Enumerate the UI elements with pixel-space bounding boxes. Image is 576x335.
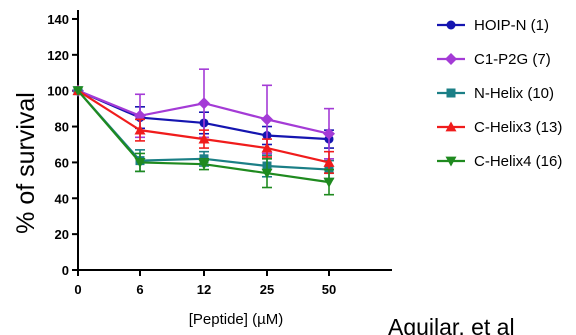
y-ticks: 0 20 40 60 80 100 120 140 [47,12,78,278]
legend-item: C1-P2G (7) [437,51,551,68]
x-tick-label: 0 [74,282,81,297]
legend-label: C-Helix3 (13) [474,119,562,136]
axes [77,10,392,271]
data-point [323,177,335,188]
data-point [72,86,84,97]
y-tick-label: 60 [55,155,69,170]
data-point [198,133,210,144]
legend-marker [445,156,457,167]
y-axis-label: % of survival [12,92,40,234]
legend-label: N-Helix (10) [474,85,554,102]
y-tick-label: 20 [55,227,69,242]
data-point [261,142,273,153]
legend-item: HOIP-N (1) [437,17,549,34]
y-tick-label: 0 [62,263,69,278]
x-axis-label: [Peptide] (µM) [189,311,284,328]
y-tick-label: 80 [55,120,69,135]
legend-marker [446,88,456,98]
legend-label: C1-P2G (7) [474,51,551,68]
data-point [134,158,146,168]
data-point [323,156,335,167]
data-point [323,127,335,140]
legend-label: C-Helix4 (16) [474,153,562,170]
y-tick-label: 100 [47,84,69,99]
data-point [261,113,273,126]
y-tick-label: 140 [47,12,69,27]
legend: HOIP-N (1) C1-P2G (7) N-Helix (10) C-Helix3… [437,17,562,170]
x-tick-label: 25 [260,282,274,297]
x-tick-label: 12 [197,282,211,297]
y-tick-label: 40 [55,191,69,206]
legend-item: N-Helix (10) [437,85,554,102]
x-tick-label: 6 [136,282,143,297]
legend-marker [445,53,457,65]
series-5 [72,86,335,196]
data-point [134,124,146,135]
data-point [198,97,210,110]
series-layer [72,68,335,196]
legend-item: C-Helix3 (13) [437,119,562,136]
data-point [261,168,273,179]
x-ticks: 0 6 12 25 50 [74,270,336,297]
y-tick-label: 120 [47,48,69,63]
citation-annotation: Aguilar, et al [388,314,515,335]
series-4 [72,85,335,174]
data-point [198,159,210,170]
legend-item: C-Helix4 (16) [437,153,562,170]
legend-marker [445,121,457,132]
legend-marker [446,20,456,30]
x-tick-label: 50 [322,282,336,297]
legend-label: HOIP-N (1) [474,17,549,34]
